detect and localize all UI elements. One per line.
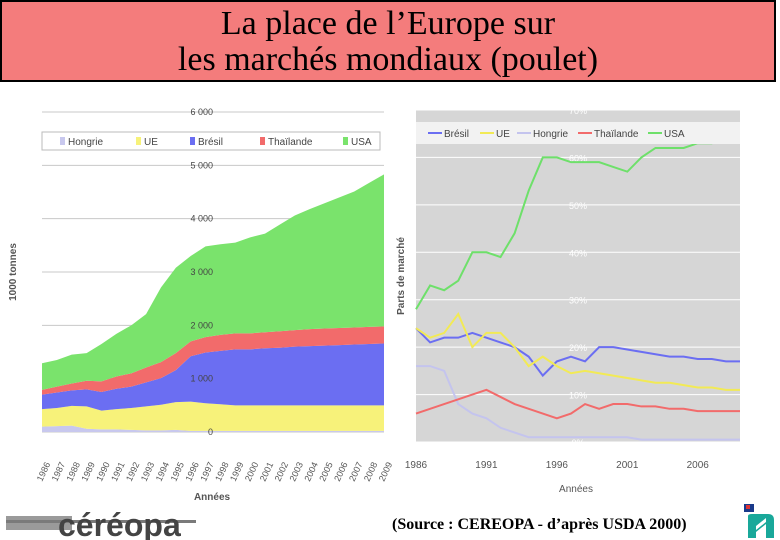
chart1-legend-box bbox=[41, 131, 381, 151]
chart2-y-tick-label: 70% bbox=[569, 106, 587, 116]
chart1-legend-label: Thaïlande bbox=[268, 137, 313, 148]
title-line-2: les marchés mondiaux (poulet) bbox=[177, 41, 599, 78]
chart2-legend-label: USA bbox=[664, 129, 685, 140]
cereopa-logo-text: céréopa bbox=[58, 507, 181, 540]
chart2-y-axis-label: Parts de marché bbox=[396, 237, 407, 315]
chart2-y-tick-label: 20% bbox=[569, 343, 587, 353]
chart1-y-tick-label: 1 000 bbox=[190, 374, 213, 384]
chart2-plot-background bbox=[416, 110, 740, 442]
cereopa-logo: céréopa bbox=[2, 506, 214, 540]
chart1-legend-label: USA bbox=[351, 137, 372, 148]
chart1-legend-label: UE bbox=[144, 137, 158, 148]
chart2-legend-label: UE bbox=[496, 129, 510, 140]
market-share-line-chart: 0% 10% 20% 30% 40% 50% 60% 70% Brésil UE Hongrie Th… bbox=[396, 106, 740, 495]
chart2-y-tick-label: 50% bbox=[569, 201, 587, 211]
chart2-x-tick-label: 1986 bbox=[405, 460, 428, 471]
chart2-x-tick-label: 1991 bbox=[475, 460, 498, 471]
chart2-x-axis-label: Années bbox=[559, 484, 593, 495]
chart1-legend-swatch bbox=[343, 137, 348, 145]
chart1-legend-swatch bbox=[60, 137, 65, 145]
source-caption: (Source : CEREOPA - d’après USDA 2000) bbox=[392, 516, 687, 533]
chart1-area-bresil bbox=[42, 343, 384, 411]
chart1-legend-swatch bbox=[260, 137, 265, 145]
chart2-legend-label: Hongrie bbox=[533, 129, 568, 140]
chart1-y-tick-label: 6 000 bbox=[190, 107, 213, 117]
chart1-legend-swatch bbox=[190, 137, 195, 145]
chart1-legend-swatch bbox=[136, 137, 141, 145]
chart1-y-tick-label: 2 000 bbox=[190, 320, 213, 330]
institution-logo-icon bbox=[744, 504, 774, 538]
chart2-x-tick-label: 2006 bbox=[687, 460, 710, 471]
stacked-area-chart: 0 1 000 2 000 3 000 4 000 5 000 6 000 1000 tonn… bbox=[0, 100, 392, 506]
title-banner: La place de l’Europe sur les marchés mon… bbox=[0, 0, 776, 82]
chart1-area-hongrie bbox=[42, 425, 384, 432]
chart2-y-tick-label: 60% bbox=[569, 153, 587, 163]
chart1-legend-label: Hongrie bbox=[68, 137, 103, 148]
chart2-legend-label: Thaïlande bbox=[594, 129, 639, 140]
chart2-x-tick-label: 1996 bbox=[546, 460, 569, 471]
chart2-legend-label: Brésil bbox=[444, 129, 469, 140]
chart1-y-axis-label: 1000 tonnes bbox=[8, 243, 19, 301]
chart2-x-tick-label: 2001 bbox=[616, 460, 639, 471]
chart1-y-tick-label: 5 000 bbox=[190, 160, 213, 170]
chart1-y-tick-label: 0 bbox=[208, 427, 213, 437]
chart1-y-tick-label: 3 000 bbox=[190, 267, 213, 277]
chart1-area-thailande bbox=[42, 326, 384, 395]
title-line-1: La place de l’Europe sur bbox=[220, 5, 556, 42]
chart2-y-tick-label: 30% bbox=[569, 296, 587, 306]
chart1-x-axis-label: Années bbox=[194, 492, 231, 503]
chart2-y-tick-label: 0% bbox=[571, 438, 584, 448]
chart2-line-usa bbox=[415, 137, 740, 310]
chart1-area-ue bbox=[42, 401, 384, 431]
chart2-line-hongrie bbox=[416, 365, 740, 441]
chart2-line-thailande bbox=[415, 388, 740, 420]
chart1-legend-label: Brésil bbox=[198, 137, 223, 148]
chart2-line-ue bbox=[415, 311, 740, 391]
chart2-y-tick-label: 10% bbox=[569, 391, 587, 401]
chart1-area-usa bbox=[42, 174, 384, 390]
chart1-y-tick-label: 4 000 bbox=[190, 214, 213, 224]
chart2-line-bresil bbox=[415, 327, 740, 378]
chart2-y-tick-label: 40% bbox=[569, 248, 587, 258]
